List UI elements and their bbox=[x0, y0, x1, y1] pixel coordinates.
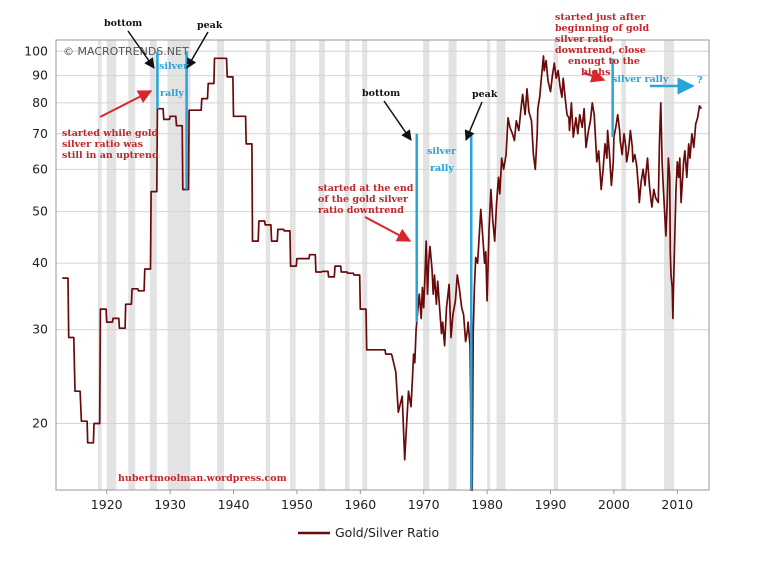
annotation-red-1b: silver ratio was bbox=[62, 139, 143, 150]
x-axis-ticks: 1920 1930 1940 1950 1960 1970 1980 1990 2000 2010 bbox=[91, 490, 693, 512]
x-tick-label: 1960 bbox=[344, 497, 376, 512]
y-tick-label: 80 bbox=[32, 95, 48, 110]
annotation-bottom-1: bottom bbox=[104, 18, 142, 29]
x-tick-label: 1950 bbox=[281, 497, 313, 512]
annotation-red-2a: started at the end bbox=[318, 183, 414, 194]
annotation-rally-1: rally bbox=[160, 88, 184, 99]
recession-band bbox=[106, 40, 117, 490]
annotation-rally-2: rally bbox=[430, 163, 454, 174]
y-tick-label: 20 bbox=[32, 415, 48, 430]
y-tick-label: 40 bbox=[32, 255, 48, 270]
annotation-red-2b: of the gold silver bbox=[318, 194, 409, 205]
arrow-red-1 bbox=[99, 90, 153, 118]
recession-band bbox=[167, 40, 191, 490]
annotation-silver-rally-3: silver rally bbox=[612, 74, 669, 85]
annotation-red-3c: silver ratio bbox=[555, 34, 613, 45]
y-tick-label: 70 bbox=[32, 126, 48, 141]
x-tick-label: 1920 bbox=[91, 497, 123, 512]
x-tick-label: 2000 bbox=[598, 497, 630, 512]
recession-band bbox=[553, 40, 559, 490]
recession-band bbox=[663, 40, 675, 490]
legend: Gold/Silver Ratio bbox=[298, 525, 439, 540]
y-tick-label: 90 bbox=[32, 68, 48, 83]
annotation-red-1a: started while gold bbox=[62, 128, 159, 139]
arrow-peak-2 bbox=[464, 101, 483, 141]
annotation-red-2c: ratio downtrend bbox=[318, 205, 404, 216]
y-tick-label: 60 bbox=[32, 161, 48, 176]
recession-band bbox=[149, 40, 157, 490]
arrow-red-3 bbox=[583, 69, 606, 83]
recession-band bbox=[128, 40, 136, 490]
x-tick-label: 1980 bbox=[471, 497, 503, 512]
arrow-red-2 bbox=[364, 216, 412, 242]
annotation-silver-1: silver bbox=[159, 61, 189, 72]
recession-band bbox=[319, 40, 325, 490]
recession-band bbox=[362, 40, 368, 490]
recession-band bbox=[448, 40, 457, 490]
y-tick-label: 50 bbox=[32, 204, 48, 219]
plot-area-frame bbox=[55, 39, 710, 491]
annotation-red-3a: started just after bbox=[555, 12, 646, 23]
annotation-bottom-2: bottom bbox=[362, 88, 400, 99]
website-credit: hubertmoolman.wordpress.com bbox=[118, 473, 287, 484]
recession-band bbox=[265, 40, 271, 490]
arrow-peak-1 bbox=[186, 31, 209, 69]
recession-band bbox=[496, 40, 506, 490]
x-tick-label: 1970 bbox=[408, 497, 440, 512]
y-axis-ticks: 20 30 40 50 60 70 80 90 100 bbox=[24, 43, 48, 430]
legend-label: Gold/Silver Ratio bbox=[335, 525, 439, 540]
y-tick-label: 100 bbox=[24, 43, 48, 58]
annotation-red-1c: still in an uptrend bbox=[62, 150, 159, 161]
x-tick-label: 1930 bbox=[154, 497, 186, 512]
recession-band bbox=[289, 40, 296, 490]
arrow-bottom-2 bbox=[383, 100, 412, 141]
x-tick-label: 2010 bbox=[661, 497, 693, 512]
y-tick-label: 30 bbox=[32, 322, 48, 337]
annotation-peak-2: peak bbox=[472, 89, 498, 100]
silver-rally-markers bbox=[156, 51, 614, 490]
annotation-question-mark: ? bbox=[697, 75, 703, 86]
annotation-red-3d: downtrend, close bbox=[555, 45, 646, 56]
x-tick-label: 1940 bbox=[218, 497, 250, 512]
recession-band bbox=[217, 40, 225, 490]
annotation-silver-2: silver bbox=[427, 146, 457, 157]
annotation-red-3e: enougt to the bbox=[568, 56, 640, 67]
recession-band bbox=[97, 40, 102, 490]
x-tick-label: 1990 bbox=[535, 497, 567, 512]
annotation-red-3b: beginning of gold bbox=[555, 23, 650, 34]
recession-band bbox=[345, 40, 350, 490]
recession-band bbox=[621, 40, 626, 490]
arrow-bottom-1 bbox=[127, 30, 155, 69]
gold-silver-ratio-line bbox=[62, 55, 703, 491]
annotation-peak-1: peak bbox=[197, 20, 223, 31]
watermark-text: © MACROTRENDS.NET bbox=[63, 45, 189, 58]
recession-bands bbox=[97, 40, 675, 490]
